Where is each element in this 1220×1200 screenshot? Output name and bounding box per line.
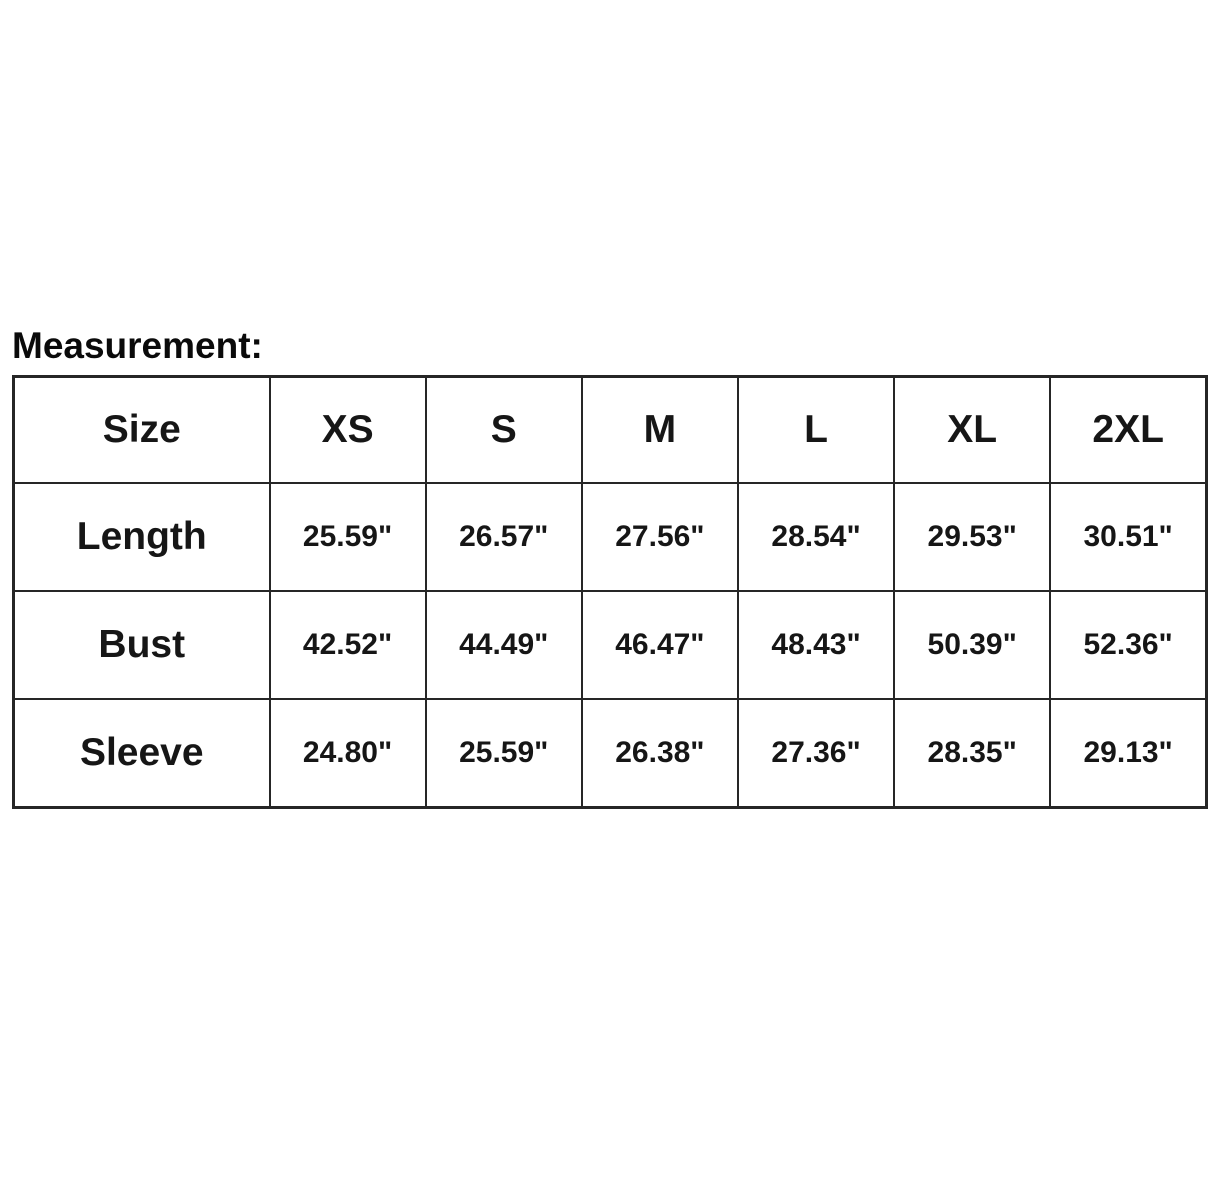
measurement-section: Measurement: Size XS S M L XL 2XL Length… [12, 325, 1208, 809]
column-header-l: L [736, 375, 896, 484]
measurement-cell-bust-xs: 42.52" [268, 590, 427, 700]
table-row-sleeve: Sleeve 24.80" 25.59" 26.38" 27.36" 28.35… [12, 698, 1208, 809]
size-chart-table: Size XS S M L XL 2XL Length 25.59" 26.57… [12, 375, 1208, 809]
column-header-2xl: 2XL [1049, 375, 1208, 484]
measurement-cell-length-xl: 29.53" [893, 482, 1052, 592]
measurement-cell-sleeve-xl: 28.35" [893, 698, 1052, 809]
column-header-xl: XL [893, 375, 1052, 484]
measurement-cell-bust-xl: 50.39" [893, 590, 1052, 700]
table-row-length: Length 25.59" 26.57" 27.56" 28.54" 29.53… [12, 482, 1208, 592]
table-row-bust: Bust 42.52" 44.49" 46.47" 48.43" 50.39" … [12, 590, 1208, 700]
row-label-bust: Bust [12, 590, 271, 700]
measurement-cell-sleeve-2xl: 29.13" [1049, 698, 1208, 809]
row-label-length: Length [12, 482, 271, 592]
header-row: Size XS S M L XL 2XL [12, 375, 1208, 484]
measurement-cell-sleeve-xs: 24.80" [268, 698, 427, 809]
measurement-cell-sleeve-m: 26.38" [580, 698, 739, 809]
page-title: Measurement: [12, 325, 263, 366]
measurement-cell-bust-m: 46.47" [580, 590, 739, 700]
measurement-cell-bust-s: 44.49" [424, 590, 583, 700]
measurement-cell-bust-2xl: 52.36" [1049, 590, 1208, 700]
measurement-cell-length-m: 27.56" [580, 482, 739, 592]
column-header-xs: XS [268, 375, 427, 484]
measurement-cell-length-s: 26.57" [424, 482, 583, 592]
row-label-sleeve: Sleeve [12, 698, 271, 809]
measurement-cell-bust-l: 48.43" [736, 590, 896, 700]
measurement-cell-length-2xl: 30.51" [1049, 482, 1208, 592]
column-header-size: Size [12, 375, 271, 484]
measurement-cell-sleeve-l: 27.36" [736, 698, 896, 809]
measurement-cell-length-xs: 25.59" [268, 482, 427, 592]
measurement-cell-sleeve-s: 25.59" [424, 698, 583, 809]
column-header-m: M [580, 375, 739, 484]
measurement-cell-length-l: 28.54" [736, 482, 896, 592]
column-header-s: S [424, 375, 583, 484]
